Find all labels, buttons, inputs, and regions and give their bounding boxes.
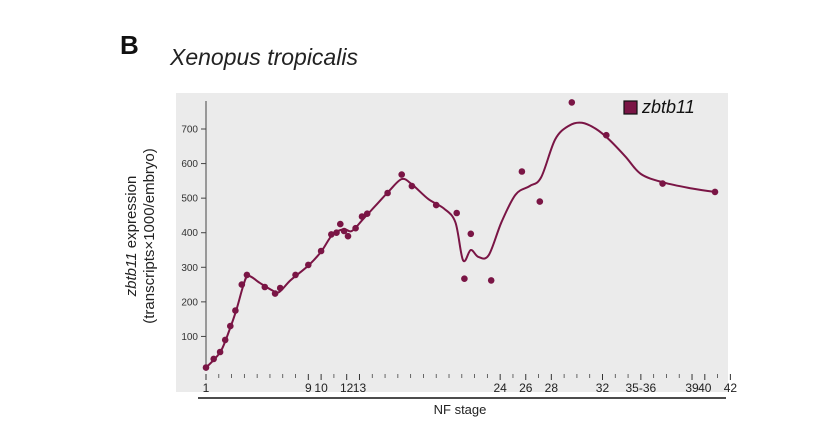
data-point	[221, 336, 229, 344]
x-tick-label: 12	[340, 381, 354, 395]
data-point	[536, 198, 544, 205]
data-point	[317, 247, 325, 255]
y-axis-label: zbtb11 expression (transcripts×1000/embr…	[123, 148, 158, 324]
data-point	[363, 210, 371, 217]
data-point	[210, 355, 217, 363]
data-point	[487, 277, 495, 284]
x-tick-label: 42	[724, 381, 738, 395]
y-tick-label: 700	[181, 125, 198, 136]
x-tick-label: 32	[596, 381, 610, 395]
data-point	[216, 348, 224, 356]
data-point	[261, 283, 269, 291]
legend-swatch	[623, 100, 638, 115]
x-axis-label: NF stage	[434, 402, 487, 417]
data-point	[659, 180, 666, 187]
data-point	[337, 220, 344, 228]
x-tick-label: 9	[305, 381, 312, 395]
legend-label: zbtb11	[641, 97, 695, 117]
data-point	[453, 209, 461, 217]
x-tick-label: 1	[203, 381, 210, 395]
y-tick-label: 300	[181, 263, 198, 274]
data-point	[358, 213, 366, 220]
data-point	[333, 229, 340, 236]
data-point	[305, 261, 312, 269]
data-point	[711, 188, 719, 196]
x-tick-label: 24	[493, 381, 507, 395]
data-point	[344, 232, 352, 240]
data-point	[271, 290, 279, 297]
data-point	[202, 364, 210, 371]
data-point	[340, 227, 348, 235]
panel-label: B	[120, 30, 139, 60]
x-tick-label: 10	[314, 381, 328, 395]
x-tick-label: 28	[545, 381, 559, 395]
y-tick-label: 100	[181, 332, 198, 343]
data-point	[432, 201, 440, 209]
y-tick-label: 500	[181, 194, 198, 205]
y-axis-label-text: expression	[123, 176, 140, 249]
data-point	[292, 271, 299, 279]
x-tick-label: 26	[519, 381, 533, 395]
svg-text:zbtb11 expression: zbtb11 expression	[123, 176, 140, 298]
data-point	[384, 189, 391, 197]
legend: zbtb11	[623, 97, 695, 117]
chart-title: Xenopus tropicalis	[170, 44, 358, 70]
x-tick-label: 35-36	[626, 381, 657, 395]
x-ticks: 1 9 10 12 13 24 26 28 32 35-36 39 40 42	[203, 374, 738, 395]
data-point	[227, 322, 234, 330]
data-points	[202, 99, 719, 371]
y-tick-label: 200	[181, 297, 198, 308]
y-tick-label: 400	[181, 228, 198, 239]
x-tick-label: 40	[698, 381, 712, 395]
data-point	[352, 224, 359, 232]
data-point	[276, 284, 284, 292]
data-point	[461, 275, 468, 283]
data-point	[467, 230, 475, 238]
x-tick-label: 13	[353, 381, 367, 395]
x-tick-label: 39	[685, 381, 699, 395]
data-point	[518, 168, 526, 175]
data-point	[328, 231, 335, 238]
y-axis-label-gene: zbtb11	[123, 252, 140, 297]
y-ticks: 100 200 300 400 500 600 700	[181, 125, 206, 343]
data-point	[238, 281, 246, 288]
y-axis-label-units: (transcripts×1000/embryo)	[141, 148, 158, 324]
data-point	[568, 99, 576, 106]
data-point	[408, 182, 416, 190]
y-tick-label: 600	[181, 159, 198, 170]
data-point	[243, 271, 251, 279]
data-point	[232, 307, 239, 314]
data-point	[603, 131, 610, 139]
plot-background	[176, 93, 728, 392]
data-point	[398, 171, 406, 178]
trend-curve	[205, 121, 716, 369]
